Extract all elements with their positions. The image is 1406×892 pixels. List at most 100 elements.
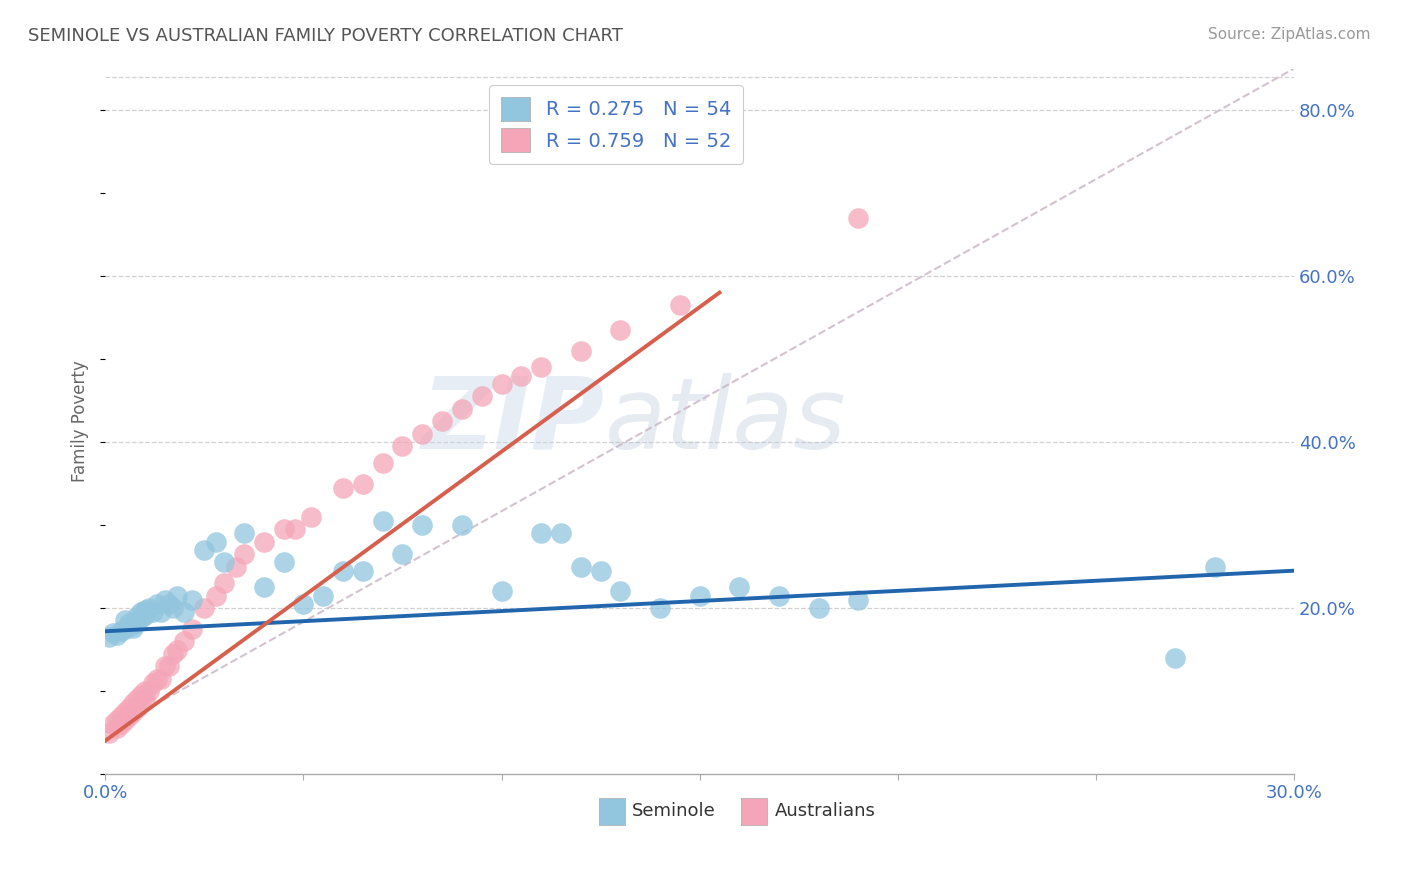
Point bbox=[451, 518, 474, 533]
Point bbox=[110, 717, 132, 731]
Point bbox=[371, 456, 394, 470]
Point bbox=[118, 615, 141, 630]
Point bbox=[1204, 559, 1226, 574]
Point bbox=[166, 642, 188, 657]
Point bbox=[352, 564, 374, 578]
Point bbox=[391, 547, 413, 561]
Point bbox=[530, 526, 553, 541]
Point bbox=[273, 522, 295, 536]
Point bbox=[142, 605, 165, 619]
Point bbox=[134, 692, 156, 706]
Point bbox=[122, 705, 145, 719]
Point bbox=[451, 401, 474, 416]
Point bbox=[157, 659, 180, 673]
Point bbox=[114, 713, 136, 727]
Point bbox=[118, 709, 141, 723]
Point bbox=[312, 589, 335, 603]
Point bbox=[129, 611, 152, 625]
Point bbox=[299, 509, 322, 524]
Point bbox=[253, 534, 276, 549]
Point bbox=[162, 647, 184, 661]
Point bbox=[284, 522, 307, 536]
Point bbox=[105, 627, 128, 641]
Point bbox=[181, 622, 204, 636]
Point bbox=[166, 589, 188, 603]
Point bbox=[149, 605, 172, 619]
Text: Source: ZipAtlas.com: Source: ZipAtlas.com bbox=[1208, 27, 1371, 42]
Point bbox=[193, 543, 215, 558]
Point bbox=[609, 323, 631, 337]
Point bbox=[98, 725, 121, 739]
Point bbox=[125, 692, 148, 706]
Point bbox=[129, 697, 152, 711]
Point bbox=[101, 626, 124, 640]
Point bbox=[292, 597, 315, 611]
Point bbox=[110, 709, 132, 723]
Point bbox=[550, 526, 572, 541]
Point bbox=[125, 615, 148, 629]
Point bbox=[157, 597, 180, 611]
Point bbox=[181, 592, 204, 607]
Point bbox=[105, 713, 128, 727]
Point bbox=[371, 514, 394, 528]
Point bbox=[153, 659, 176, 673]
Point bbox=[153, 592, 176, 607]
Point bbox=[411, 426, 433, 441]
FancyBboxPatch shape bbox=[599, 798, 624, 825]
Point bbox=[114, 705, 136, 719]
Point bbox=[145, 672, 167, 686]
Point bbox=[122, 697, 145, 711]
Point bbox=[205, 589, 228, 603]
Point bbox=[648, 601, 671, 615]
Point bbox=[689, 589, 711, 603]
Point bbox=[114, 622, 136, 636]
Point bbox=[149, 672, 172, 686]
Point bbox=[232, 547, 254, 561]
Point bbox=[332, 564, 354, 578]
Point bbox=[212, 555, 235, 569]
Point bbox=[253, 580, 276, 594]
Point bbox=[391, 439, 413, 453]
Point bbox=[142, 675, 165, 690]
Point bbox=[491, 376, 513, 391]
Point bbox=[569, 559, 592, 574]
Y-axis label: Family Poverty: Family Poverty bbox=[72, 360, 89, 483]
Point bbox=[105, 722, 128, 736]
Point bbox=[110, 624, 132, 639]
Point bbox=[530, 360, 553, 375]
Point bbox=[134, 603, 156, 617]
Point bbox=[471, 389, 494, 403]
Point bbox=[846, 211, 869, 225]
Point bbox=[232, 526, 254, 541]
Point bbox=[807, 601, 830, 615]
Point bbox=[411, 518, 433, 533]
Point bbox=[768, 589, 790, 603]
Point bbox=[101, 717, 124, 731]
Point bbox=[728, 580, 751, 594]
Point bbox=[212, 576, 235, 591]
Point bbox=[134, 684, 156, 698]
Text: Seminole: Seminole bbox=[631, 803, 716, 821]
Text: ZIP: ZIP bbox=[422, 373, 605, 470]
Point bbox=[138, 601, 160, 615]
Point bbox=[122, 621, 145, 635]
Point bbox=[491, 584, 513, 599]
Point bbox=[193, 601, 215, 615]
Point bbox=[118, 700, 141, 714]
Point bbox=[129, 688, 152, 702]
Point bbox=[118, 619, 141, 633]
Text: atlas: atlas bbox=[605, 373, 846, 470]
Text: Australians: Australians bbox=[775, 803, 876, 821]
Point bbox=[122, 617, 145, 632]
Point bbox=[225, 559, 247, 574]
Point bbox=[134, 607, 156, 622]
Point bbox=[589, 564, 612, 578]
Point bbox=[846, 592, 869, 607]
Text: SEMINOLE VS AUSTRALIAN FAMILY POVERTY CORRELATION CHART: SEMINOLE VS AUSTRALIAN FAMILY POVERTY CO… bbox=[28, 27, 623, 45]
Legend: R = 0.275   N = 54, R = 0.759   N = 52: R = 0.275 N = 54, R = 0.759 N = 52 bbox=[489, 86, 742, 164]
Point bbox=[609, 584, 631, 599]
Point bbox=[129, 605, 152, 619]
Point bbox=[98, 630, 121, 644]
Point bbox=[162, 601, 184, 615]
Point bbox=[332, 481, 354, 495]
